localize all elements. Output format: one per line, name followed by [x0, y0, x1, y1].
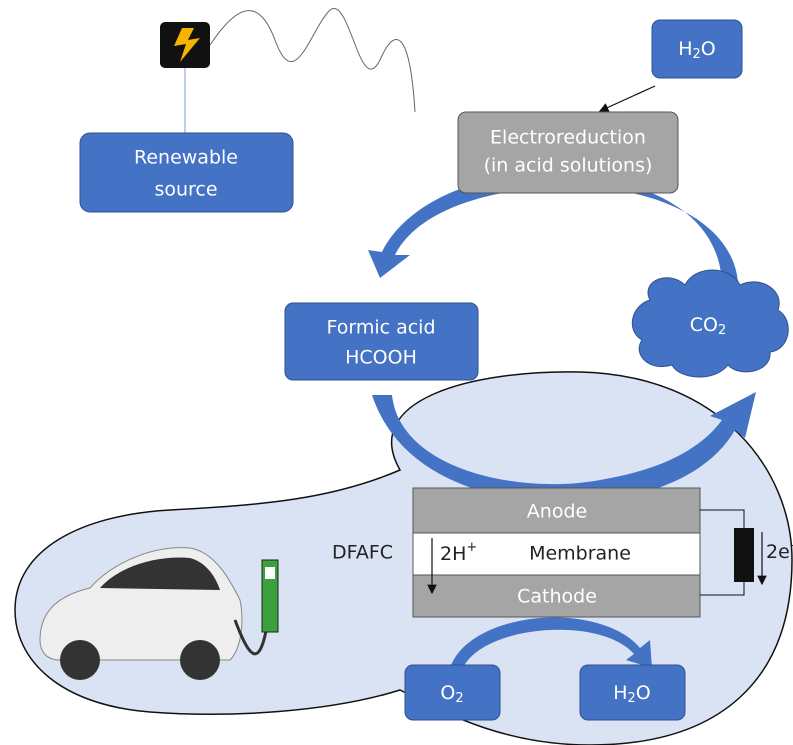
label: 2e-: [766, 538, 793, 563]
water-box: [651, 19, 743, 79]
wire: [209, 8, 416, 113]
cycle-arrow: [368, 174, 738, 285]
cable: [233, 619, 270, 656]
label: DFAFC: [332, 542, 393, 564]
car-window: [100, 557, 220, 590]
load: [734, 528, 754, 582]
label: O2: [440, 682, 463, 706]
lightning-icon: [160, 22, 210, 68]
electro-box: [457, 111, 679, 194]
co2-cloud: [631, 269, 789, 378]
wheel: [180, 640, 220, 680]
label: source: [154, 179, 217, 201]
arc-arrow: [450, 617, 652, 670]
arrow: [598, 85, 656, 112]
label: Membrane: [529, 543, 631, 565]
label: (in acid solutions): [484, 155, 653, 177]
formic-box: [284, 302, 479, 381]
water-box: [579, 664, 686, 721]
label: HCOOH: [345, 347, 417, 369]
circuit: [700, 509, 745, 596]
label: Cathode: [517, 586, 597, 608]
membrane: [412, 532, 701, 576]
bolt: [174, 28, 200, 62]
label: Formic acid: [326, 317, 435, 339]
anode: [412, 487, 701, 534]
cycle-arrow: [372, 392, 756, 502]
label: CO2: [690, 314, 727, 338]
label: Anode: [527, 501, 587, 523]
charger-screen: [265, 567, 275, 579]
renewable-box: [79, 132, 294, 213]
label: 2H+: [440, 540, 477, 565]
o2-box: [404, 664, 501, 721]
label: Renewable: [134, 147, 238, 169]
label: H2O: [678, 38, 716, 62]
label: H2O: [613, 682, 651, 706]
wheel: [60, 640, 100, 680]
label: Electroreduction: [490, 127, 646, 149]
cathode: [412, 574, 701, 618]
